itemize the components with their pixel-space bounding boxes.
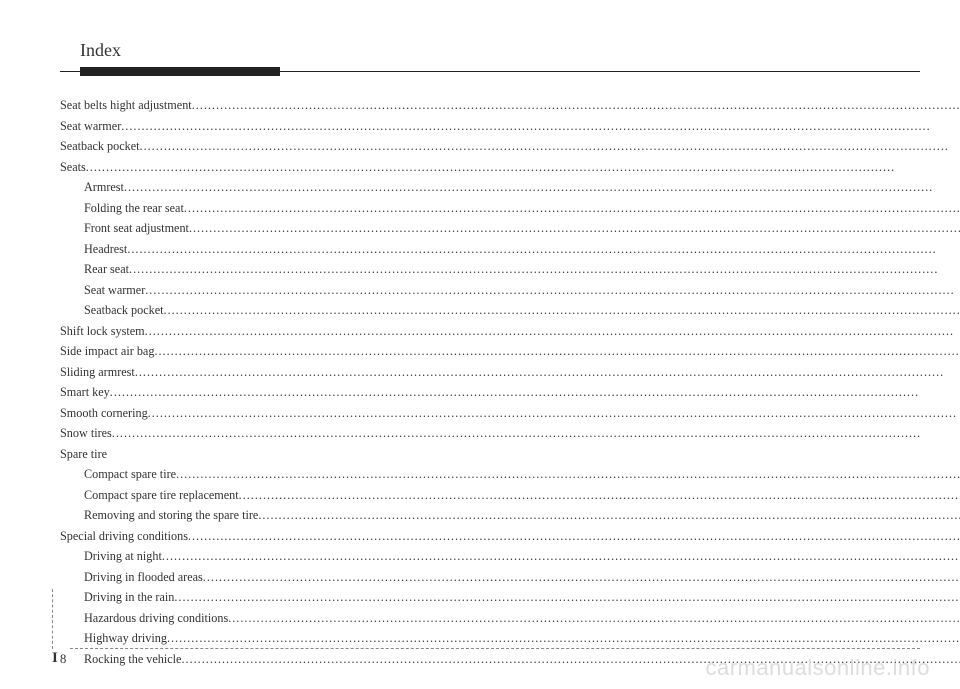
- index-entry-label: Front seat adjustment: [84, 218, 189, 239]
- index-entry-leader: ........................................…: [135, 362, 960, 383]
- index-entry: Spare tire: [60, 444, 960, 465]
- page-footer: I 8: [52, 650, 66, 667]
- index-entry: Snow tires .............................…: [60, 423, 960, 444]
- index-entry-leader: ........................................…: [145, 280, 960, 301]
- index-entry-leader: ........................................…: [86, 157, 960, 178]
- index-entry: Seat belts hight adjustment ............…: [60, 95, 960, 116]
- header-bar: [80, 67, 280, 76]
- index-entry-label: Driving in flooded areas: [84, 567, 203, 588]
- index-entry: Headrest................................…: [60, 239, 960, 260]
- index-entry-leader: ........................................…: [164, 300, 960, 321]
- index-entry-leader: ........................................…: [127, 239, 960, 260]
- index-entry: Seat warmer ............................…: [60, 116, 960, 137]
- index-entry: Seatback pocket ........................…: [60, 136, 960, 157]
- index-entry-label: Seatback pocket: [60, 136, 140, 157]
- index-entry-leader: ........................................…: [176, 464, 960, 485]
- index-entry: Compact spare tire replacement .........…: [60, 485, 960, 506]
- index-entry-leader: ........................................…: [145, 321, 960, 342]
- index-entry-label: Highway driving: [84, 628, 167, 649]
- index-entry-leader: ........................................…: [203, 567, 960, 588]
- index-entry: Folding the rear seat ..................…: [60, 198, 960, 219]
- index-entry-label: Smooth cornering: [60, 403, 148, 424]
- index-entry-leader: ........................................…: [189, 218, 960, 239]
- index-entry-label: Removing and storing the spare tire: [84, 505, 258, 526]
- index-entry-label: Special driving conditions: [60, 526, 188, 547]
- index-entry-label: Side impact air bag: [60, 341, 154, 362]
- index-entry-leader: ........................................…: [188, 526, 960, 547]
- index-entry-label: Shift lock system: [60, 321, 145, 342]
- footer-page-number: 8: [60, 651, 67, 667]
- index-entry-leader: ........................................…: [148, 403, 960, 424]
- index-entry-label: Seatback pocket: [84, 300, 164, 321]
- index-entry-leader: ........................................…: [121, 116, 960, 137]
- index-entry: Special driving conditions .............…: [60, 526, 960, 547]
- index-entry-label: Seats: [60, 157, 86, 178]
- index-entry: Smart key ..............................…: [60, 382, 960, 403]
- index-entry-leader: ........................................…: [124, 177, 960, 198]
- index-entry-label: Folding the rear seat: [84, 198, 184, 219]
- index-column-left: Seat belts hight adjustment ............…: [60, 95, 960, 669]
- index-entry-leader: ........................................…: [184, 198, 960, 219]
- index-entry-leader: ........................................…: [112, 423, 960, 444]
- index-entry: Seats ..................................…: [60, 157, 960, 178]
- index-entry-label: Compact spare tire replacement: [84, 485, 239, 506]
- index-entry-leader: ........................................…: [110, 382, 960, 403]
- index-entry-leader: ........................................…: [140, 136, 960, 157]
- index-entry-label: Driving in the rain: [84, 587, 174, 608]
- index-entry: Sliding armrest ........................…: [60, 362, 960, 383]
- index-entry: Rear seat ..............................…: [60, 259, 960, 280]
- index-entry: Removing and storing the spare tire.....…: [60, 505, 960, 526]
- index-entry: Seatback pocket ........................…: [60, 300, 960, 321]
- index-entry-label: Seat belts hight adjustment: [60, 95, 192, 116]
- index-entry: Seat warmer.............................…: [60, 280, 960, 301]
- header-rule: [60, 67, 920, 77]
- footer-letter: I: [52, 650, 58, 667]
- index-entry-label: Headrest: [84, 239, 127, 260]
- index-entry-leader: ........................................…: [239, 485, 960, 506]
- index-entry: Driving in the rain ....................…: [60, 587, 960, 608]
- index-entry-label: Rear seat: [84, 259, 129, 280]
- index-entry-leader: ........................................…: [167, 628, 960, 649]
- index-entry-label: Smart key: [60, 382, 110, 403]
- index-entry-leader: ........................................…: [129, 259, 960, 280]
- index-entry-leader: ........................................…: [228, 608, 960, 629]
- index-entry-leader: ........................................…: [258, 505, 960, 526]
- index-entry-leader: ........................................…: [174, 587, 960, 608]
- index-columns: Seat belts hight adjustment ............…: [60, 95, 920, 669]
- index-entry: Side impact air bag.....................…: [60, 341, 960, 362]
- index-entry-label: Hazardous driving conditions: [84, 608, 228, 629]
- index-entry-label: Compact spare tire: [84, 464, 176, 485]
- page-title: Index: [80, 40, 920, 61]
- index-entry-label: Driving at night: [84, 546, 162, 567]
- index-entry-leader: ........................................…: [192, 95, 960, 116]
- index-entry-label: Seat warmer: [60, 116, 121, 137]
- index-entry-label: Snow tires: [60, 423, 112, 444]
- index-entry-label: Armrest: [84, 177, 124, 198]
- index-entry: Driving in flooded areas ...............…: [60, 567, 960, 588]
- index-entry: Hazardous driving conditions............…: [60, 608, 960, 629]
- watermark: carmanualsonline.info: [705, 655, 930, 681]
- index-entry: Highway driving ........................…: [60, 628, 960, 649]
- index-entry-leader: ........................................…: [162, 546, 960, 567]
- index-entry: Front seat adjustment ..................…: [60, 218, 960, 239]
- index-entry: Armrest ................................…: [60, 177, 960, 198]
- index-entry-label: Sliding armrest: [60, 362, 135, 383]
- index-entry-label: Rocking the vehicle: [84, 649, 181, 670]
- index-entry-label: Seat warmer: [84, 280, 145, 301]
- index-entry: Smooth cornering .......................…: [60, 403, 960, 424]
- index-entry: Driving at night........................…: [60, 546, 960, 567]
- index-entry-leader: ........................................…: [154, 341, 960, 362]
- index-entry: Shift lock system ......................…: [60, 321, 960, 342]
- index-entry-label: Spare tire: [60, 444, 107, 465]
- index-entry: Compact spare tire .....................…: [60, 464, 960, 485]
- footer-rule: [70, 648, 920, 649]
- side-dash: [52, 589, 53, 649]
